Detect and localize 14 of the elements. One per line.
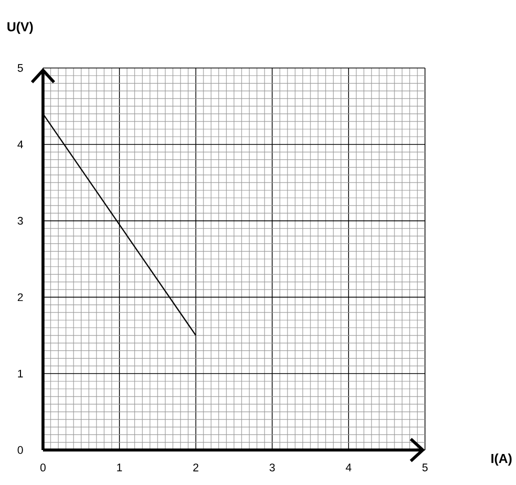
x-tick-label: 1 bbox=[117, 464, 122, 472]
x-tick-label: 4 bbox=[346, 464, 352, 472]
y-tick-label: 1 bbox=[18, 370, 23, 378]
x-axis-title: I(A) bbox=[491, 454, 512, 466]
y-tick-label: 4 bbox=[17, 140, 24, 148]
y-tick-label: 2 bbox=[18, 293, 23, 302]
x-tick-label: 0 bbox=[40, 464, 46, 472]
y-tick-label: 0 bbox=[18, 446, 23, 454]
y-tick-label: 5 bbox=[18, 64, 23, 72]
x-tick-label: 2 bbox=[193, 464, 198, 472]
x-tick-label: 3 bbox=[270, 464, 275, 472]
y-axis-title: U(V) bbox=[8, 22, 33, 34]
x-tick-label: 5 bbox=[422, 464, 428, 472]
y-tick-label: 3 bbox=[18, 216, 23, 225]
